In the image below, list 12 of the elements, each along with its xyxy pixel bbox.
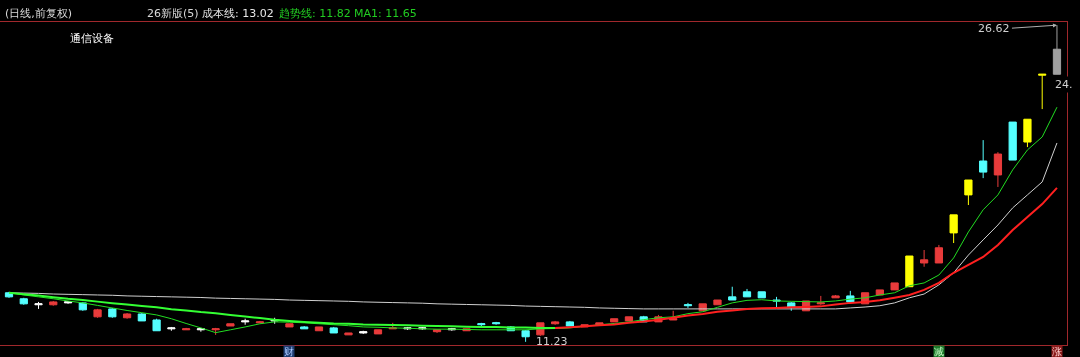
annotation: 24. xyxy=(1055,78,1073,91)
text: 财 xyxy=(284,346,294,357)
text: MA1: 11.65 xyxy=(354,7,417,20)
text: 趋势线: 11.82 xyxy=(279,7,351,20)
annotation: 11.23 xyxy=(536,335,568,348)
annotation: 26.62 xyxy=(978,22,1010,35)
text: 成本线: 13.02 xyxy=(202,7,274,20)
annotation: 通信设备 xyxy=(70,32,114,45)
text: 26新版(5) xyxy=(147,7,199,20)
text: 涨 xyxy=(1052,346,1062,357)
chart-title: (日线,前复权) xyxy=(5,7,73,20)
text: 减 xyxy=(934,346,944,357)
